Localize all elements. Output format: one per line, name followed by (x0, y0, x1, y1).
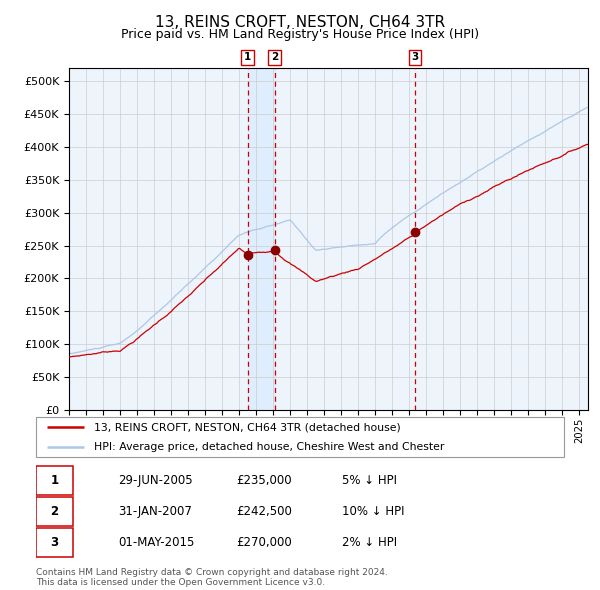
FancyBboxPatch shape (36, 497, 73, 526)
Text: 10% ↓ HPI: 10% ↓ HPI (342, 505, 405, 519)
Text: 31-JAN-2007: 31-JAN-2007 (118, 505, 192, 519)
Text: 13, REINS CROFT, NESTON, CH64 3TR (detached house): 13, REINS CROFT, NESTON, CH64 3TR (detac… (94, 422, 401, 432)
FancyBboxPatch shape (36, 466, 73, 496)
Text: £242,500: £242,500 (236, 505, 293, 519)
Text: 2: 2 (271, 53, 278, 63)
Text: 2% ↓ HPI: 2% ↓ HPI (342, 536, 397, 549)
Text: 3: 3 (50, 536, 59, 549)
Text: 3: 3 (412, 53, 419, 63)
Text: Price paid vs. HM Land Registry's House Price Index (HPI): Price paid vs. HM Land Registry's House … (121, 28, 479, 41)
Text: Contains HM Land Registry data © Crown copyright and database right 2024.
This d: Contains HM Land Registry data © Crown c… (36, 568, 388, 587)
Text: 29-JUN-2005: 29-JUN-2005 (118, 474, 193, 487)
FancyBboxPatch shape (36, 529, 73, 557)
Text: 1: 1 (244, 53, 251, 63)
Text: £270,000: £270,000 (236, 536, 292, 549)
Text: 2: 2 (50, 505, 59, 519)
FancyBboxPatch shape (36, 417, 564, 457)
Text: £235,000: £235,000 (236, 474, 292, 487)
Text: 13, REINS CROFT, NESTON, CH64 3TR: 13, REINS CROFT, NESTON, CH64 3TR (155, 15, 445, 30)
Text: 5% ↓ HPI: 5% ↓ HPI (342, 474, 397, 487)
Text: HPI: Average price, detached house, Cheshire West and Chester: HPI: Average price, detached house, Ches… (94, 442, 445, 452)
Text: 1: 1 (50, 474, 59, 487)
Bar (248, 68, 275, 410)
Text: 01-MAY-2015: 01-MAY-2015 (118, 536, 194, 549)
